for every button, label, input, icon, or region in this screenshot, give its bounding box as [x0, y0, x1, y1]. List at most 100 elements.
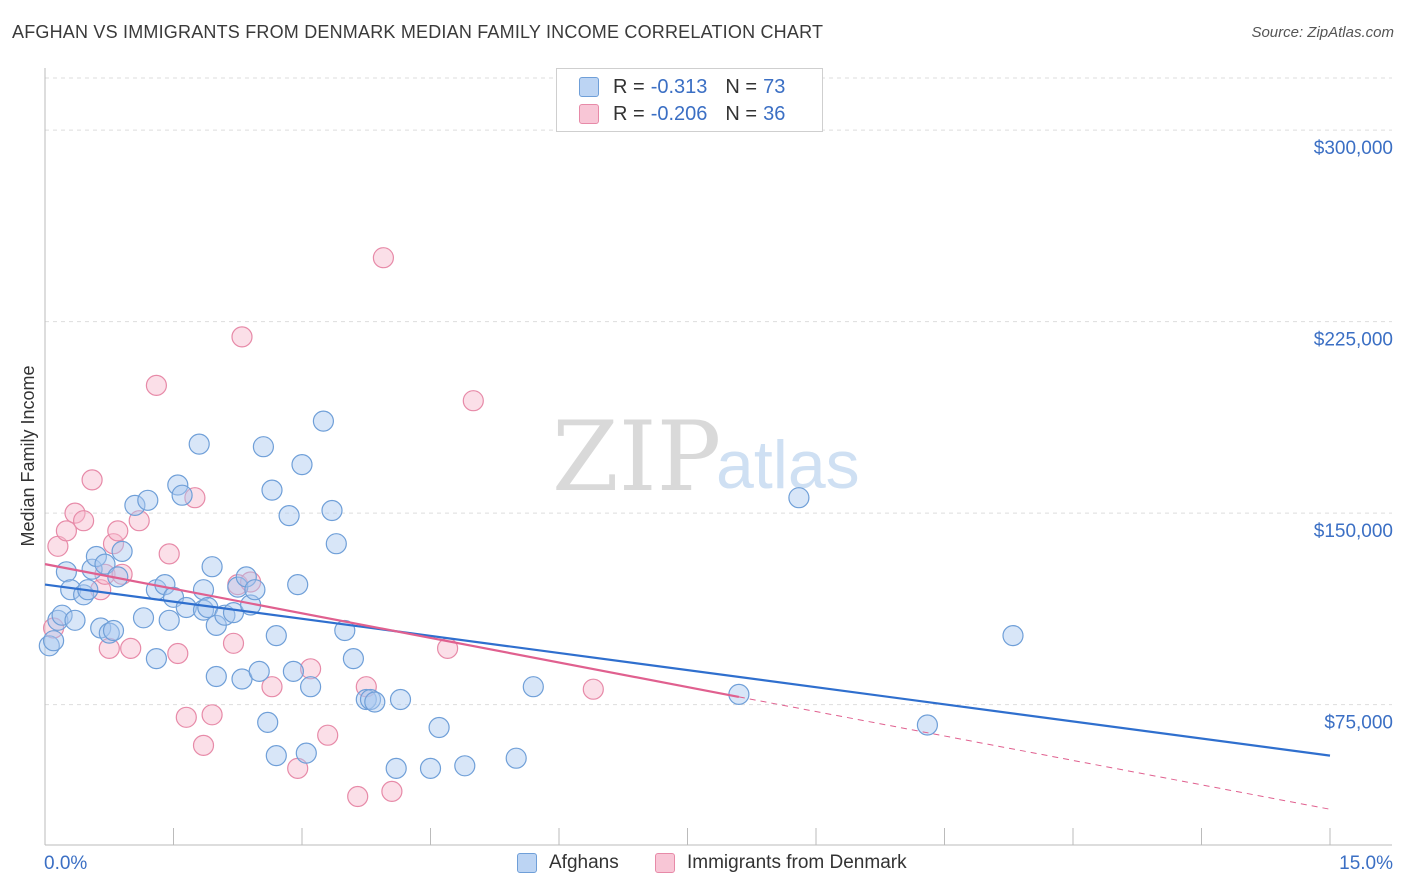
y-axis-label: Median Family Income [18, 365, 38, 546]
afghans-point [419, 757, 442, 780]
afghans-point [158, 609, 180, 631]
afghans-point [265, 744, 287, 767]
watermark: ZIP atlas [552, 401, 860, 513]
legend-row-afghans: R = -0.313 N = 73 [579, 74, 785, 100]
afghans-point [205, 665, 227, 688]
afghans-point [312, 410, 334, 432]
afghans-point [428, 716, 450, 739]
denmark-point [300, 658, 322, 680]
afghans-point [244, 579, 266, 601]
afghans-point [282, 660, 304, 683]
denmark-point [64, 502, 86, 524]
afghans-point [85, 545, 108, 568]
denmark-point [175, 706, 197, 728]
afghans-swatch [579, 77, 599, 97]
afghans-point [295, 742, 317, 764]
denmark-point [222, 632, 245, 654]
afghans-point [171, 484, 193, 506]
afghans-point [278, 504, 300, 527]
denmark-swatch [579, 104, 599, 124]
legend-r-value: -0.206 [650, 102, 708, 125]
afghans-point [364, 691, 386, 713]
data-points [38, 247, 1024, 808]
denmark-point [184, 487, 206, 509]
correlation-legend: R = -0.313 N = 73 R = -0.206 N = 36 [556, 68, 823, 132]
denmark-point [145, 374, 167, 396]
legend-item-afghans[interactable]: Afghans [517, 852, 619, 874]
afghans-legend-swatch [517, 853, 537, 873]
y-tick-label: $225,000 [1314, 330, 1393, 351]
legend-r-label: R = [613, 102, 645, 125]
denmark-point [347, 785, 369, 808]
denmark-point [120, 637, 142, 660]
axes [44, 68, 1392, 846]
x-tick-labels: 0.0% 15.0% [44, 853, 1393, 874]
denmark-point [107, 520, 129, 542]
afghans-point [252, 436, 274, 458]
afghans-point [248, 660, 270, 683]
denmark-point [158, 543, 180, 565]
denmark-point [462, 390, 484, 412]
denmark-point [201, 704, 223, 726]
denmark-point [167, 642, 189, 665]
legend-n-label: N = [725, 102, 758, 125]
afghans-point [124, 494, 146, 516]
denmark-point [98, 637, 120, 660]
legend-n-label: N = [725, 75, 758, 98]
afghans-point [916, 714, 939, 736]
denmark-point [192, 734, 215, 757]
legend-r-value: -0.313 [650, 75, 708, 98]
afghans-point [102, 619, 125, 642]
y-tick-label: $150,000 [1314, 521, 1393, 542]
afghans-trend-line [44, 583, 1331, 757]
legend-item-denmark[interactable]: Immigrants from Denmark [655, 852, 907, 874]
denmark-point [81, 469, 103, 491]
watermark-zip: ZIP [552, 401, 721, 513]
afghans-point [51, 604, 73, 626]
afghans-point [1002, 624, 1024, 647]
afghans-point [385, 757, 407, 780]
afghans-point [201, 556, 223, 578]
denmark-trend-line [44, 563, 740, 698]
afghans-point [454, 755, 476, 777]
x-tick-label: 0.0% [44, 853, 87, 874]
afghans-point [132, 607, 155, 629]
afghans-point [265, 624, 287, 647]
chart-title: AFGHAN VS IMMIGRANTS FROM DENMARK MEDIAN… [12, 22, 824, 42]
afghans-point [137, 489, 159, 511]
afghans-point [389, 688, 412, 711]
legend-n-value: 73 [763, 75, 786, 98]
afghans-point [291, 454, 313, 476]
denmark-point [72, 510, 95, 532]
afghans-point [261, 479, 283, 501]
afghans-point [257, 711, 279, 734]
afghans-point [728, 683, 750, 706]
legend-n-value: 36 [763, 102, 786, 125]
denmark-point [582, 678, 604, 700]
denmark-trend-extension [738, 696, 1331, 810]
denmark-point [317, 724, 339, 746]
legend-label-denmark: Immigrants from Denmark [687, 852, 907, 873]
afghans-point [167, 474, 189, 496]
y-tick-label: $300,000 [1314, 138, 1393, 159]
denmark-point [372, 247, 394, 269]
watermark-atlas: atlas [716, 427, 860, 503]
y-tick-label: $75,000 [1324, 713, 1393, 734]
denmark-point [55, 520, 78, 542]
afghans-point [94, 553, 116, 575]
afghans-point [287, 573, 309, 596]
chart-source: Source: ZipAtlas.com [1251, 24, 1394, 41]
afghans-point [788, 487, 810, 509]
afghans-point [55, 561, 78, 583]
denmark-point [102, 533, 125, 555]
afghans-point [325, 533, 347, 555]
afghans-point [300, 676, 322, 698]
x-tick-label: 15.0% [1339, 853, 1393, 874]
afghans-point [111, 540, 133, 563]
series-legend: Afghans Immigrants from Denmark [0, 852, 1406, 878]
denmark-point [381, 780, 403, 803]
afghans-point [235, 566, 257, 588]
legend-row-denmark: R = -0.206 N = 36 [579, 101, 785, 127]
afghans-point [145, 647, 167, 670]
afghans-point [522, 676, 544, 698]
